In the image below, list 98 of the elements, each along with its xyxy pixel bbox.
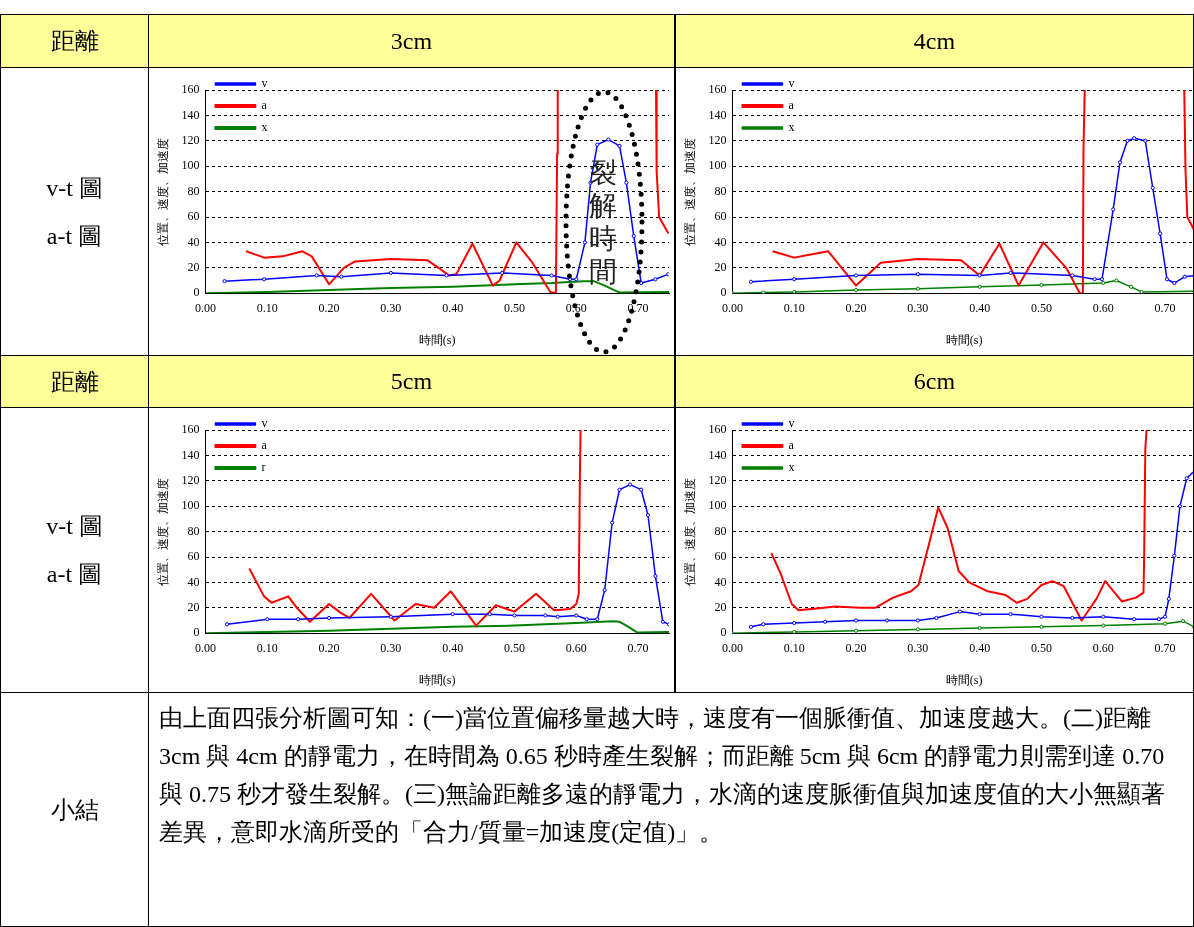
y-tick-label: 20 <box>187 259 200 274</box>
legend-label: x <box>788 120 795 135</box>
y-tick-label: 100 <box>708 498 727 513</box>
x-tick-label: 0.40 <box>442 640 464 655</box>
legend-label: x <box>788 460 795 475</box>
x-tick-label: 0.40 <box>969 300 991 315</box>
y-tick-label: 80 <box>714 523 727 538</box>
x-axis-title: 時間(s) <box>418 672 456 687</box>
x-tick-label: 0.10 <box>783 640 805 655</box>
y-tick-label: 140 <box>181 107 200 122</box>
text: 小結 <box>0 692 149 927</box>
y-tick-label: 100 <box>708 158 727 173</box>
x-axis-title: 時間(s) <box>418 332 456 347</box>
text: a-t 圖 <box>46 221 103 251</box>
y-tick-label: 0 <box>193 625 200 640</box>
text: 距離 <box>0 355 149 408</box>
legend-label: v <box>261 416 268 431</box>
y-tick-label: 140 <box>181 447 200 462</box>
y-tick-label: 60 <box>187 209 200 224</box>
x-tick-label: 0.30 <box>907 640 929 655</box>
y-tick-label: 140 <box>708 107 727 122</box>
x-tick-label: 0.00 <box>194 640 216 655</box>
x-axis-title: 時間(s) <box>945 672 983 687</box>
y-tick-label: 140 <box>708 447 727 462</box>
x-tick-label: 0.10 <box>256 640 278 655</box>
y-tick-label: 120 <box>708 132 727 147</box>
y-tick-label: 0 <box>193 285 200 300</box>
chart-title: 6cm <box>675 355 1194 408</box>
y-tick-label: 20 <box>714 599 727 614</box>
y-tick-label: 120 <box>708 472 727 487</box>
y-tick-label: 40 <box>187 234 200 249</box>
chart-title: 3cm <box>148 14 675 68</box>
x-tick-label: 0.50 <box>1030 640 1052 655</box>
legend-label: a <box>788 98 795 113</box>
legend-label: a <box>261 98 268 113</box>
text: v-t 圖 <box>46 173 103 203</box>
text: v-t 圖 <box>46 512 103 541</box>
y-tick-label: 120 <box>181 472 200 487</box>
x-tick-label: 0.60 <box>1092 300 1114 315</box>
x-tick-label: 0.30 <box>380 640 402 655</box>
x-tick-label: 0.20 <box>845 640 867 655</box>
y-tick-label: 100 <box>181 158 200 173</box>
y-tick-label: 100 <box>181 498 200 513</box>
y-tick-label: 60 <box>714 549 727 564</box>
legend-label: v <box>788 76 795 91</box>
x-tick-label: 0.40 <box>969 640 991 655</box>
x-tick-label: 0.30 <box>907 300 929 315</box>
y-tick-label: 160 <box>708 82 727 97</box>
y-tick-label: 80 <box>187 523 200 538</box>
x-tick-label: 0.70 <box>627 640 649 655</box>
x-tick-label: 0.60 <box>565 640 587 655</box>
text: 距離 <box>0 14 149 68</box>
legend-label: a <box>788 438 795 453</box>
legend-label: x <box>261 120 268 135</box>
text: 由上面四張分析圖可知：(一)當位置偏移量越大時，速度有一個脈衝值、加速度越大。(二)距離 3cm 與 4cm 的靜電力，在時間為 0.65 秒時產生裂解；而距離 5cm 與 6cm 的靜電力則需到達 0.70 與 0.75 秒才發生裂解。(三)無論距離多遠的靜電力，水滴的速度脈衝值與加速度值的大小無顯著差異，意即水滴所受的「合力/質量=加速度(定值)」。 <box>148 692 1194 927</box>
legend-label: v <box>788 416 795 431</box>
x-tick-label: 0.00 <box>721 300 743 315</box>
legend-label: r <box>261 460 266 475</box>
x-tick-label: 0.60 <box>1092 640 1114 655</box>
x-tick-label: 0.00 <box>194 300 216 315</box>
y-tick-label: 80 <box>187 183 200 198</box>
y-tick-label: 80 <box>714 183 727 198</box>
x-tick-label: 0.20 <box>845 300 867 315</box>
y-axis-title: 位置、速度、加速度 <box>683 137 698 246</box>
x-tick-label: 0.10 <box>783 300 805 315</box>
y-axis-title: 位置、速度、加速度 <box>156 137 171 246</box>
legend-label: v <box>261 76 268 91</box>
x-tick-label: 0.00 <box>721 640 743 655</box>
x-tick-label: 0.20 <box>318 640 340 655</box>
y-tick-label: 40 <box>714 234 727 249</box>
y-axis-title: 位置、速度、加速度 <box>156 477 171 586</box>
x-tick-label: 0.10 <box>256 300 278 315</box>
text: a-t 圖 <box>46 560 103 589</box>
y-axis-title: 位置、速度、加速度 <box>683 477 698 586</box>
x-tick-label: 0.40 <box>442 300 464 315</box>
y-tick-label: 40 <box>714 574 727 589</box>
y-tick-label: 60 <box>187 549 200 564</box>
x-tick-label: 0.20 <box>318 300 340 315</box>
y-tick-label: 0 <box>720 625 727 640</box>
x-tick-label: 0.50 <box>503 300 525 315</box>
x-tick-label: 0.50 <box>503 640 525 655</box>
y-tick-label: 160 <box>708 422 727 437</box>
x-tick-label: 0.30 <box>380 300 402 315</box>
y-tick-label: 20 <box>714 259 727 274</box>
x-tick-label: 0.70 <box>1154 640 1176 655</box>
y-tick-label: 160 <box>181 82 200 97</box>
legend-label: a <box>261 438 268 453</box>
chart-title: 4cm <box>675 14 1194 68</box>
x-tick-label: 0.70 <box>1154 300 1176 315</box>
y-tick-label: 160 <box>181 422 200 437</box>
y-tick-label: 0 <box>720 285 727 300</box>
x-axis-title: 時間(s) <box>945 332 983 347</box>
y-tick-label: 20 <box>187 599 200 614</box>
x-tick-label: 0.50 <box>1030 300 1052 315</box>
y-tick-label: 120 <box>181 132 200 147</box>
y-tick-label: 40 <box>187 574 200 589</box>
y-tick-label: 60 <box>714 209 727 224</box>
chart-title: 5cm <box>148 355 675 408</box>
